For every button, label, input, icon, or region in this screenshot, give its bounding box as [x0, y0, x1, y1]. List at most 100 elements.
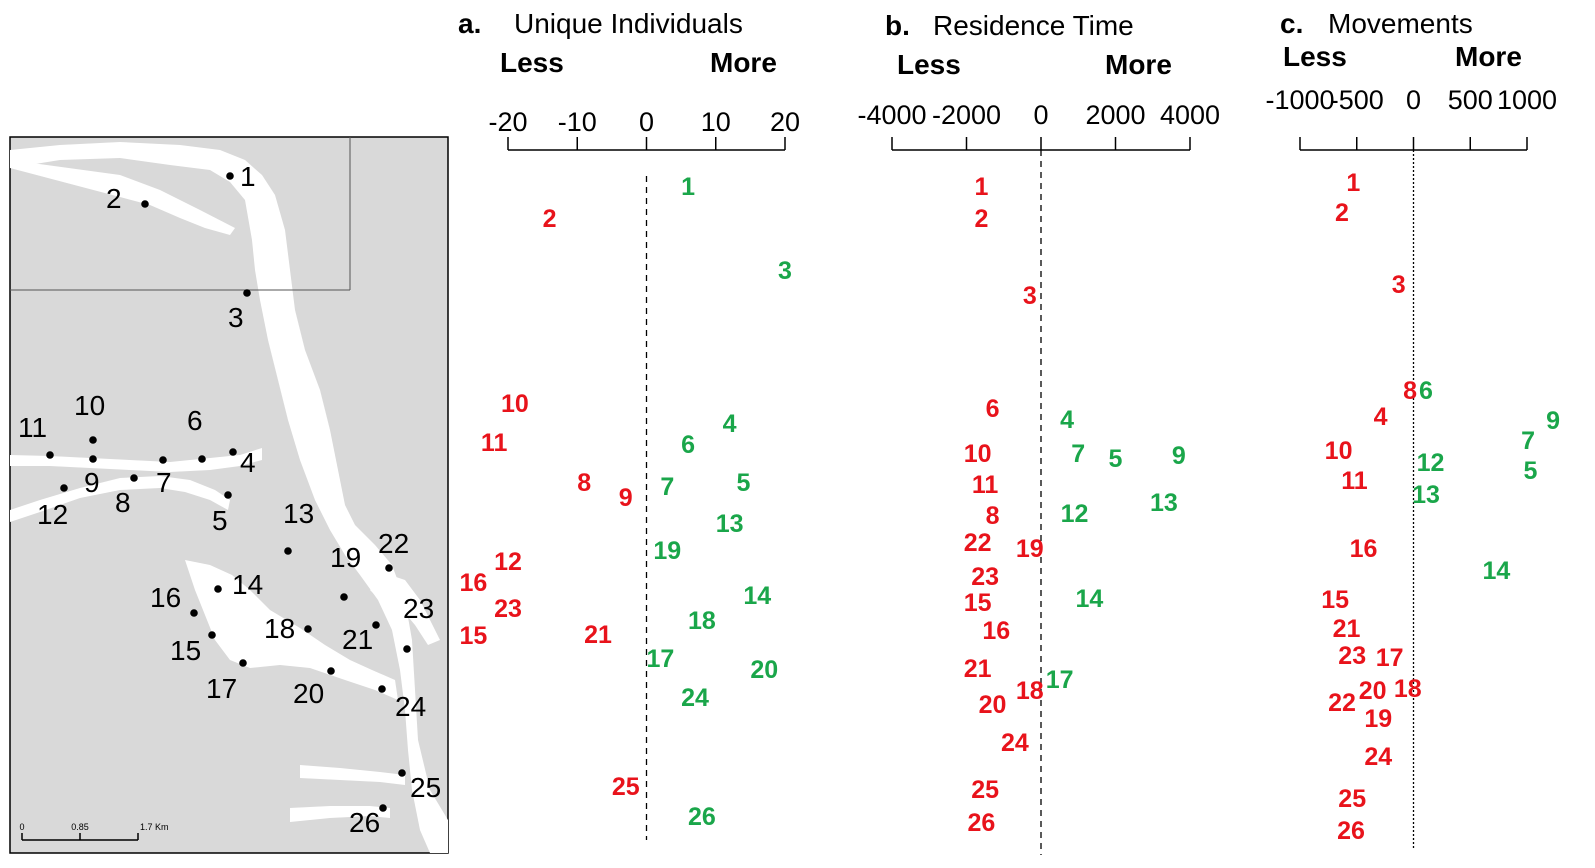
map-site-dot [379, 804, 387, 812]
map-site-label: 4 [240, 447, 256, 478]
map-site-dot [60, 484, 68, 492]
site-point-19: 19 [1016, 535, 1044, 563]
map-site-label: 11 [18, 412, 47, 443]
site-point-13: 13 [1412, 481, 1440, 509]
site-point-26: 26 [1337, 817, 1365, 845]
map-site-dot [284, 547, 292, 555]
site-point-14: 14 [1482, 557, 1510, 585]
site-point-12: 12 [494, 548, 522, 576]
site-point-5: 5 [736, 469, 750, 497]
map-site-dot [385, 564, 393, 572]
lower-creek-26 [290, 806, 390, 822]
site-point-23: 23 [1338, 642, 1366, 670]
site-point-25: 25 [971, 776, 999, 804]
scale-label-mid: 0.85 [71, 822, 89, 832]
panel-letter: c. [1280, 8, 1303, 39]
map-site-label: 26 [349, 807, 380, 838]
map-site-dot [239, 659, 247, 667]
site-point-14: 14 [1076, 585, 1104, 613]
site-point-24: 24 [681, 684, 709, 712]
less-label: Less [897, 49, 961, 80]
site-point-12: 12 [1417, 449, 1445, 477]
site-point-5: 5 [1109, 445, 1123, 473]
x-tick-label: 0 [1033, 100, 1048, 130]
site-point-24: 24 [1364, 743, 1392, 771]
site-point-21: 21 [964, 655, 992, 683]
map-site-label: 19 [330, 542, 361, 573]
site-point-8: 8 [577, 469, 591, 497]
map-site-label: 2 [106, 183, 122, 214]
map-site-label: 3 [228, 302, 244, 333]
map-site-label: 9 [84, 467, 100, 498]
site-point-4: 4 [723, 410, 737, 438]
panel-title: Unique Individuals [514, 8, 743, 39]
site-point-8: 8 [1403, 377, 1417, 405]
western-tributary-south [10, 476, 230, 522]
site-point-1: 1 [681, 173, 695, 201]
site-point-19: 19 [1364, 705, 1392, 733]
site-point-26: 26 [688, 803, 716, 831]
map-site-label: 6 [187, 405, 203, 436]
x-tick-label: 20 [770, 107, 800, 137]
map-site-dot [198, 455, 206, 463]
map-site-dot [46, 451, 54, 459]
map-site-dot [89, 455, 97, 463]
x-tick-label: 10 [701, 107, 731, 137]
x-tick-label: 4000 [1160, 100, 1220, 130]
scale-label-max: 1.7 Km [140, 822, 169, 832]
map-site-label: 18 [264, 613, 295, 644]
site-point-18: 18 [1016, 677, 1044, 705]
site-point-16: 16 [459, 569, 487, 597]
map-site-dot [141, 200, 149, 208]
site-point-14: 14 [743, 582, 771, 610]
map-site-dot [214, 585, 222, 593]
site-point-23: 23 [494, 595, 522, 623]
map-site-dot [229, 448, 237, 456]
site-point-25: 25 [612, 773, 640, 801]
site-point-9: 9 [619, 484, 633, 512]
site-point-24: 24 [1001, 729, 1029, 757]
site-point-8: 8 [986, 502, 1000, 530]
x-tick-label: -20 [488, 107, 527, 137]
site-point-10: 10 [1325, 437, 1353, 465]
site-point-6: 6 [681, 431, 695, 459]
map-site-label: 16 [150, 582, 181, 613]
map-site-label: 10 [74, 390, 105, 421]
site-point-3: 3 [778, 257, 792, 285]
map-site-label: 13 [283, 498, 314, 529]
panel-letter: b. [885, 10, 910, 41]
site-point-16: 16 [1350, 535, 1378, 563]
map-site-dot [89, 436, 97, 444]
map-site-label: 24 [395, 691, 426, 722]
site-point-1: 1 [974, 173, 988, 201]
more-label: More [1105, 49, 1172, 80]
site-point-5: 5 [1523, 457, 1537, 485]
map-site-label: 14 [232, 569, 263, 600]
site-point-3: 3 [1392, 271, 1406, 299]
site-point-6: 6 [1419, 377, 1433, 405]
site-point-4: 4 [1060, 406, 1074, 434]
site-point-25: 25 [1338, 785, 1366, 813]
map-site-dot [398, 769, 406, 777]
panel-letter: a. [458, 8, 481, 39]
site-point-21: 21 [584, 621, 612, 649]
site-point-13: 13 [1150, 489, 1178, 517]
site-point-2: 2 [974, 205, 988, 233]
site-point-9: 9 [1546, 407, 1560, 435]
map-site-dot [159, 456, 167, 464]
site-point-7: 7 [660, 473, 674, 501]
panel-title: Residence Time [933, 10, 1134, 41]
map-site-label: 21 [342, 624, 373, 655]
site-point-7: 7 [1521, 427, 1535, 455]
site-point-18: 18 [688, 607, 716, 635]
site-point-22: 22 [1328, 689, 1356, 717]
x-tick-label: -500 [1330, 85, 1384, 115]
map-site-label: 8 [115, 487, 131, 518]
map-site-label: 12 [37, 499, 68, 530]
less-label: Less [1283, 41, 1347, 72]
site-point-17: 17 [646, 645, 674, 673]
map-site-dot [372, 621, 380, 629]
